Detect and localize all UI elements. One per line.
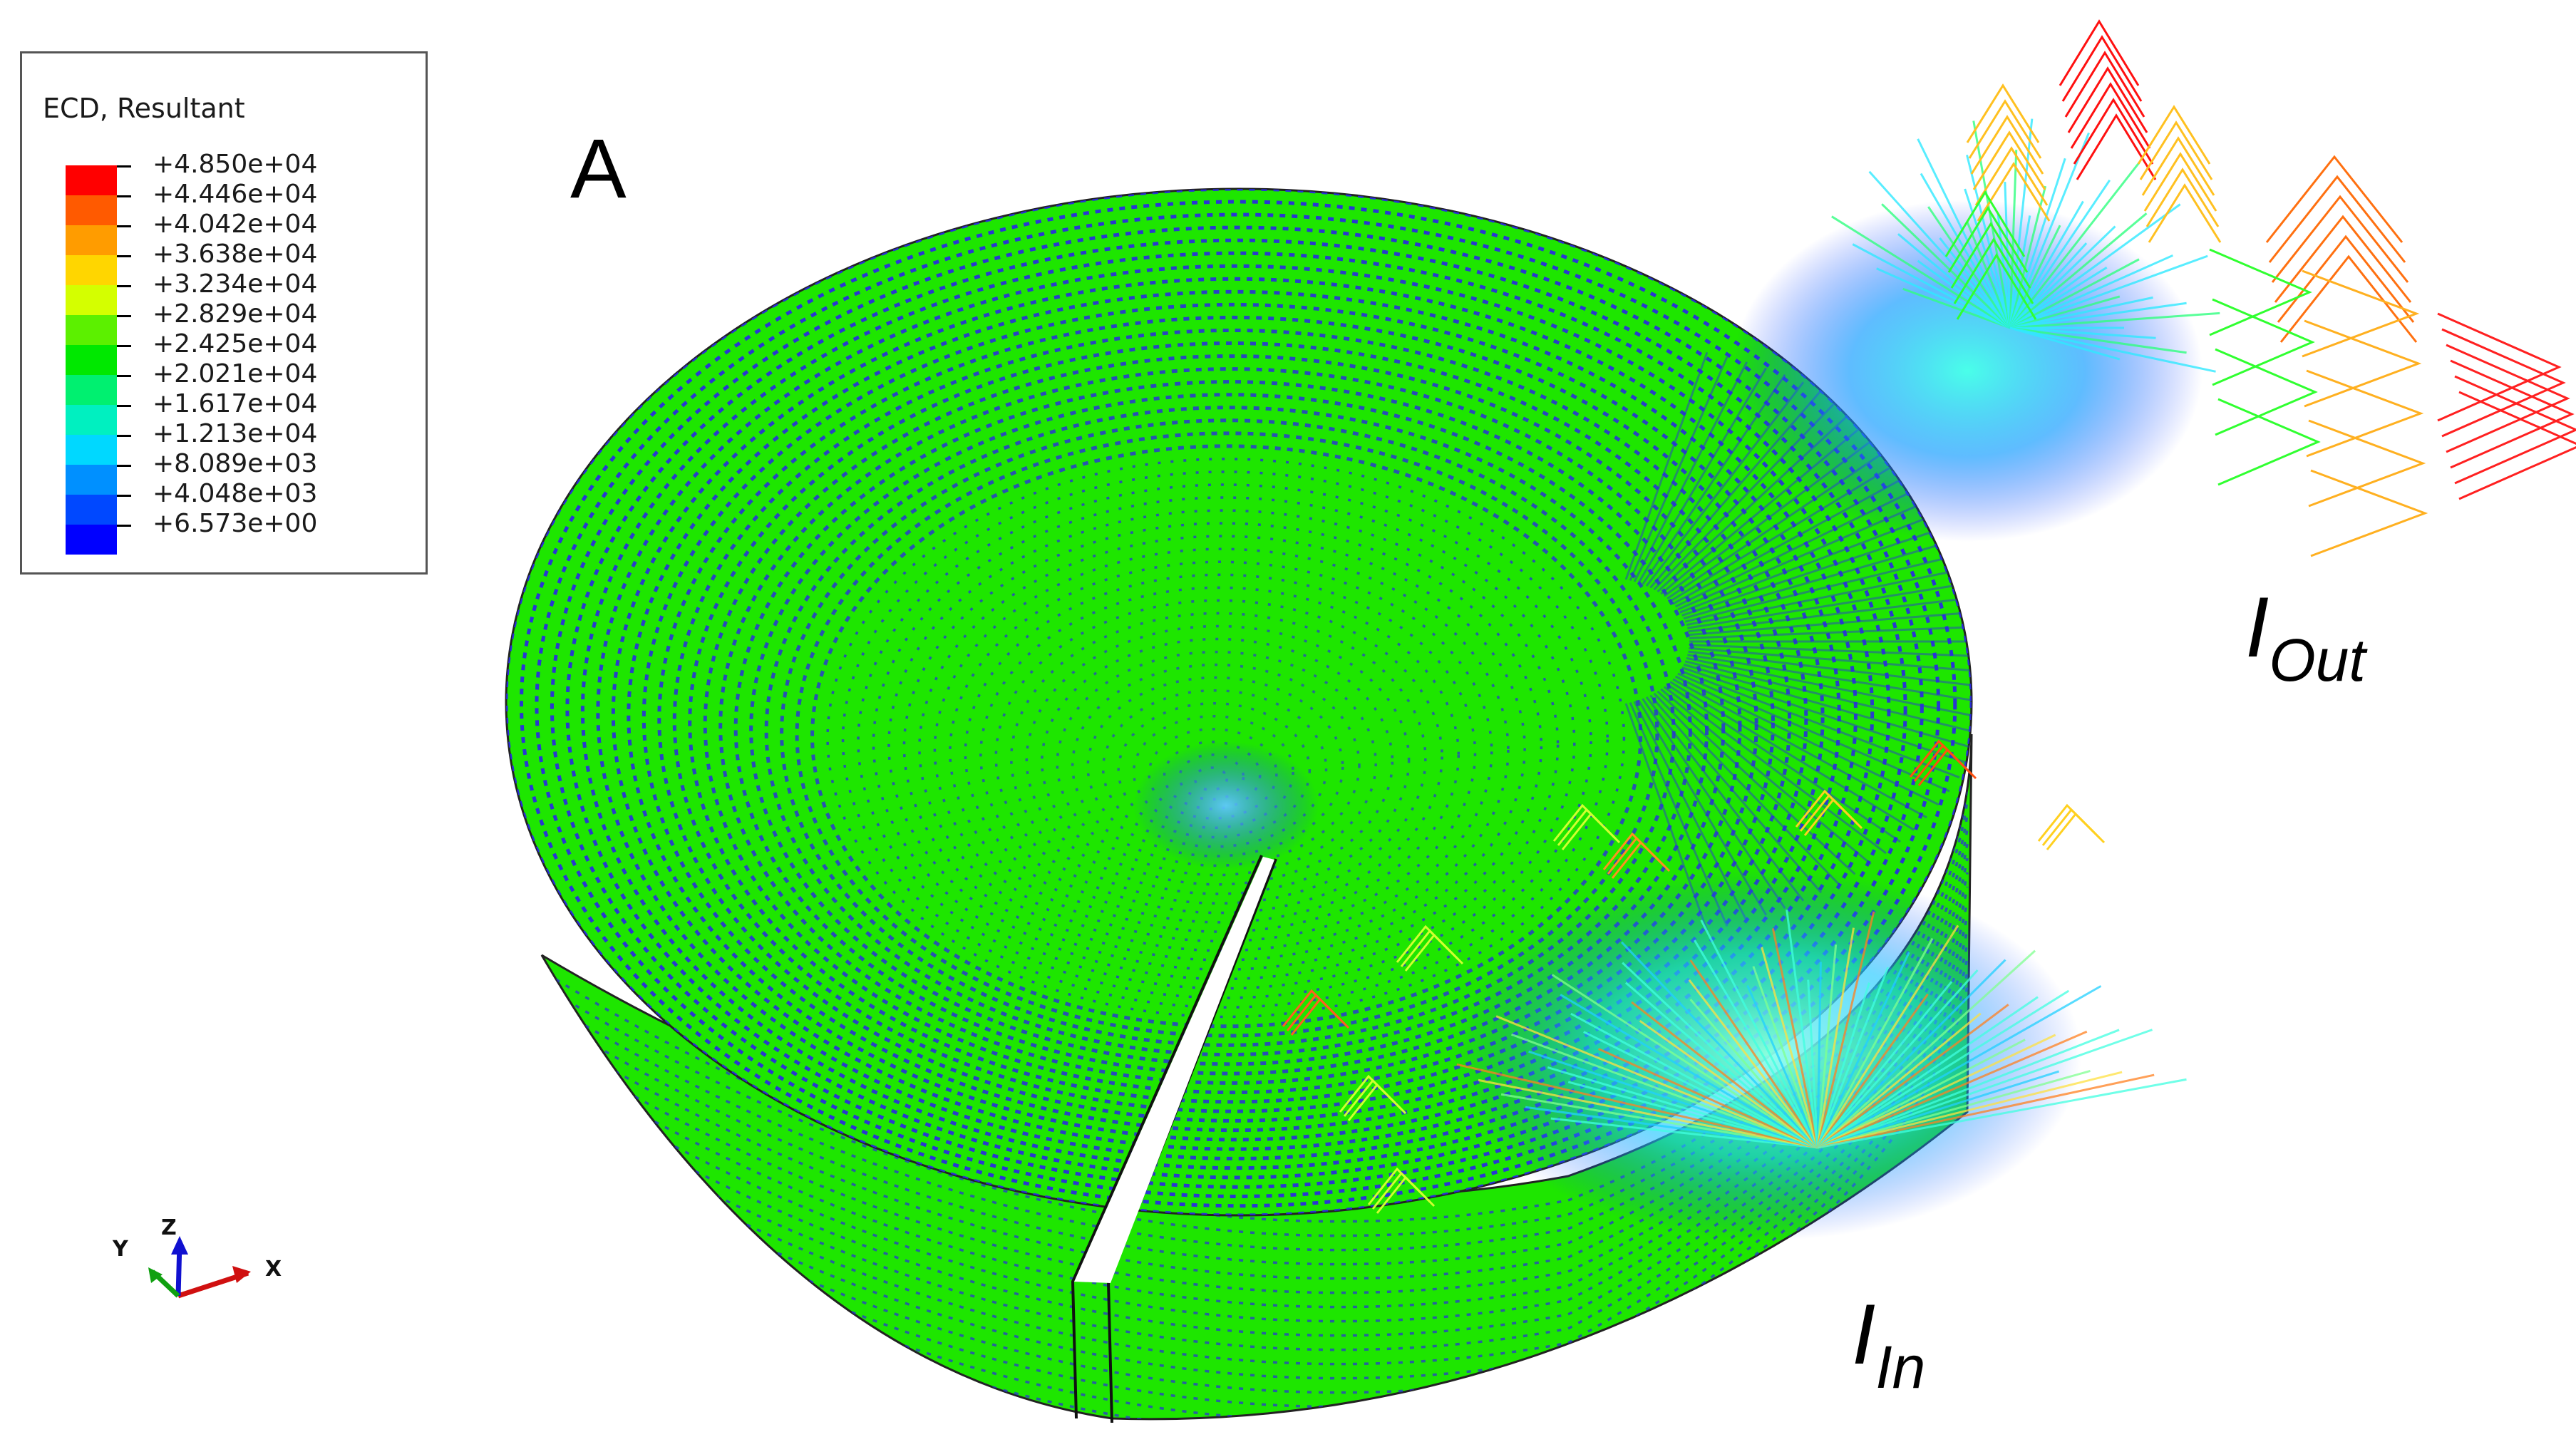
legend-label: +4.042e+04 [153,210,318,239]
orientation-triad: X Y Z [112,1215,282,1299]
outlet-current-subscript: Out [2269,627,2366,694]
legend-tick [117,195,131,197]
panel-label: A [570,122,627,216]
legend-tick [117,285,131,287]
inlet-current-label: IIn [1852,1292,1925,1397]
legend-swatch [66,195,117,225]
legend-tick [117,405,131,407]
legend-tick [117,375,131,377]
legend-swatch [66,225,117,255]
disc-slit [1071,855,1277,1423]
legend-label: +4.048e+03 [153,479,318,508]
inlet-current-symbol: I [1852,1287,1876,1382]
legend-label: +2.021e+04 [153,359,318,388]
legend-swatch [66,405,117,435]
legend-tick [117,495,131,497]
triad-z-label: Z [161,1215,177,1240]
legend-swatch [66,525,117,555]
legend-label: +6.573e+00 [153,509,318,538]
legend-tick [117,345,131,347]
legend-label: +4.446e+04 [153,180,318,209]
outlet-current-symbol: I [2245,580,2270,675]
legend-tick [117,465,131,467]
legend-swatch [66,255,117,285]
legend-label: +4.850e+04 [153,150,318,179]
legend-label: +3.234e+04 [153,269,318,299]
legend-swatch [66,165,117,195]
triad-x-label: X [265,1257,282,1282]
disc-slit-gap [1074,857,1274,1283]
inlet-current-cloud [1454,870,2081,1240]
legend-swatch [66,375,117,405]
inlet-current-subscript: In [1875,1334,1926,1401]
inlet-vector-fan [1456,910,2187,1149]
legend-tick [117,525,131,527]
legend-title: ECD, Resultant [43,93,245,124]
legend-swatch [66,285,117,315]
legend-label: +2.425e+04 [153,329,318,359]
legend-swatch [66,495,117,525]
legend-label: +1.617e+04 [153,389,318,418]
legend-tick [117,255,131,257]
legend-label: +2.829e+04 [153,299,318,329]
outlet-current-label: IOut [2245,584,2366,690]
legend-swatch [66,465,117,495]
legend-tick [117,225,131,227]
triad-y-label: Y [112,1237,129,1262]
legend-tick [117,315,131,317]
legend-tick [117,435,131,437]
legend-swatch [66,345,117,375]
legend-label: +3.638e+04 [153,240,318,269]
outlet-current-cloud [1732,200,2203,542]
center-current-cloud [1133,741,1319,870]
legend-swatch [66,435,117,465]
outlet-vector-fan [1831,118,2220,373]
legend-label: +8.089e+03 [153,449,318,478]
vector-arrow-glyphs [1282,19,2576,1214]
legend-label: +1.213e+04 [153,419,318,448]
legend-swatch [66,315,117,345]
legend-tick [117,165,131,168]
